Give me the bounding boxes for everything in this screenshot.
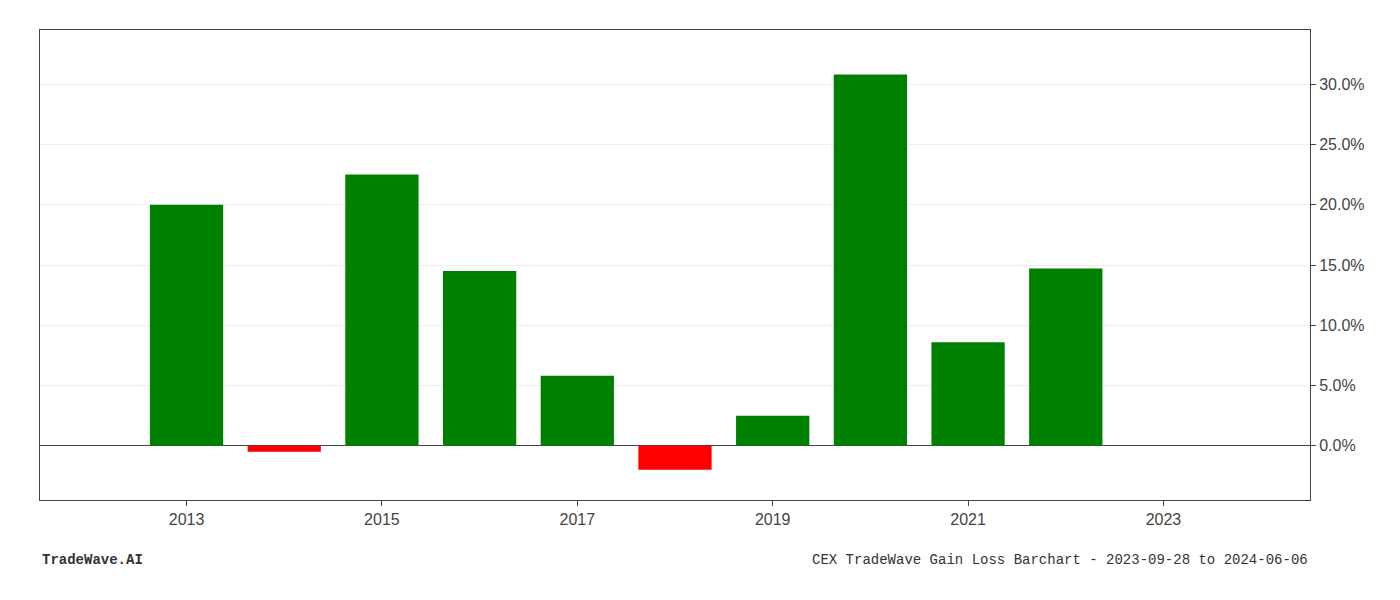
svg-text:2013: 2013: [169, 511, 205, 528]
svg-text:TradeWave.AI: TradeWave.AI: [42, 552, 143, 568]
svg-text:20.0%: 20.0%: [1319, 196, 1364, 213]
svg-text:0.0%: 0.0%: [1319, 437, 1355, 454]
svg-text:2017: 2017: [560, 511, 596, 528]
svg-text:2023: 2023: [1146, 511, 1182, 528]
svg-text:2021: 2021: [950, 511, 986, 528]
svg-text:15.0%: 15.0%: [1319, 257, 1364, 274]
svg-text:25.0%: 25.0%: [1319, 136, 1364, 153]
svg-text:5.0%: 5.0%: [1319, 377, 1355, 394]
svg-text:CEX TradeWave Gain Loss Barcha: CEX TradeWave Gain Loss Barchart - 2023-…: [812, 552, 1308, 568]
svg-text:2019: 2019: [755, 511, 791, 528]
svg-text:30.0%: 30.0%: [1319, 76, 1364, 93]
svg-text:10.0%: 10.0%: [1319, 317, 1364, 334]
svg-text:2015: 2015: [364, 511, 400, 528]
